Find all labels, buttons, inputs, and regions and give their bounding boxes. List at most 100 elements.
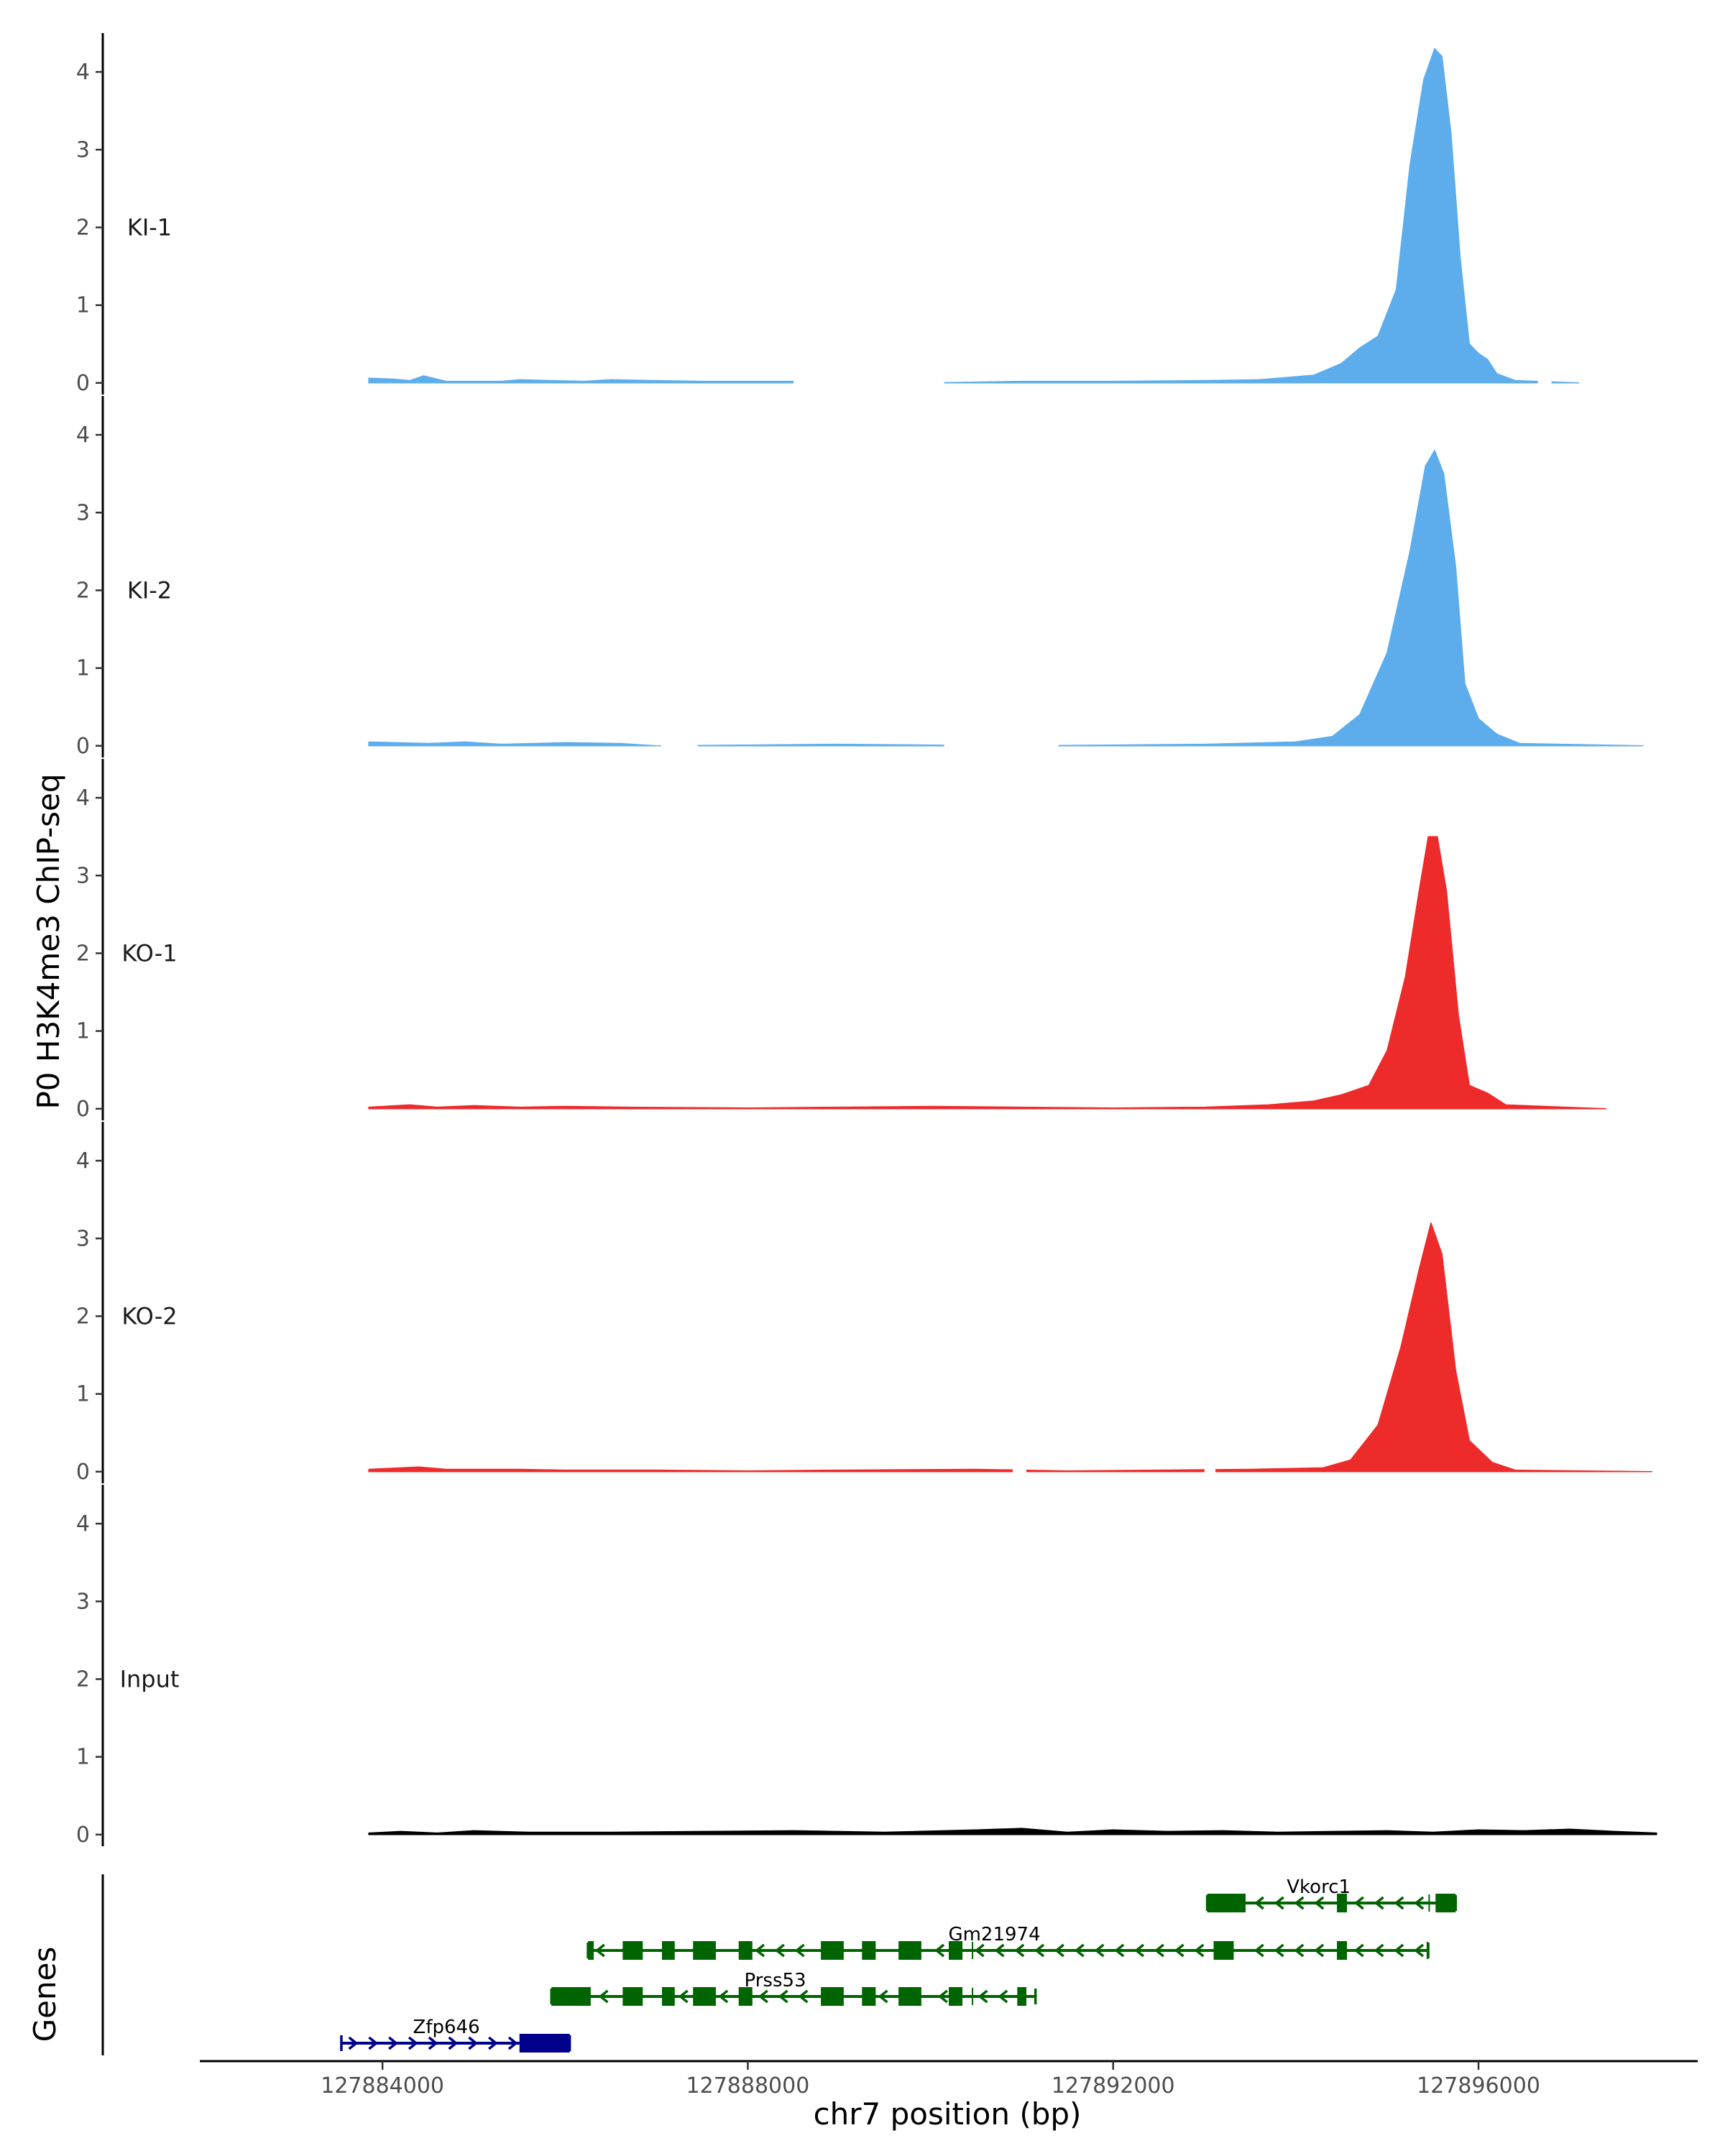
- gene-exon: [1435, 1894, 1456, 1912]
- genes-axis-title: Genes: [27, 1947, 63, 2042]
- y-tick-label: 0: [76, 371, 90, 396]
- y-tick-label: 2: [76, 1304, 90, 1329]
- gene-vkorc1: Vkorc1: [1205, 1876, 1458, 1912]
- strand-chevron: [1274, 1943, 1284, 1958]
- coverage-area: [368, 1828, 1657, 1835]
- strand-chevron: [938, 1989, 948, 2004]
- y-tick-label: 4: [76, 1148, 90, 1174]
- y-tick-label: 0: [76, 1460, 90, 1485]
- y-tick-label: 3: [76, 863, 90, 888]
- gene-exon: [693, 1987, 716, 2006]
- strand-chevron: [368, 2036, 379, 2050]
- y-tick-label: 1: [76, 293, 90, 318]
- strand-chevron: [1314, 1943, 1325, 1958]
- strand-chevron: [468, 2036, 479, 2050]
- gene-exon: [821, 1941, 844, 1960]
- gene-exon: [693, 1941, 716, 1960]
- strand-chevron: [598, 1989, 609, 2004]
- coverage-area: [368, 47, 1580, 384]
- strand-chevron: [794, 1943, 805, 1958]
- strand-chevron: [1134, 1943, 1145, 1958]
- strand-chevron: [878, 1989, 888, 2004]
- strand-chevron: [755, 1943, 765, 1958]
- strand-chevron: [388, 2036, 399, 2050]
- coverage-area: [368, 836, 1607, 1110]
- y-tick-label: 4: [76, 60, 90, 85]
- strand-chevron: [1114, 1943, 1125, 1958]
- gene-exon: [1017, 1987, 1027, 2006]
- gene-exon: [738, 1941, 753, 1960]
- gene-exon: [1337, 1941, 1348, 1960]
- strand-chevron: [994, 1943, 1005, 1958]
- gene-exon: [1207, 1894, 1246, 1912]
- strand-chevron: [998, 1989, 1008, 2004]
- track-label: KI-2: [127, 576, 172, 604]
- strand-chevron: [678, 1989, 689, 2004]
- y-tick-label: 0: [76, 734, 90, 759]
- gene-exon: [551, 1987, 591, 2006]
- gene-exon: [1213, 1941, 1234, 1960]
- gene-exon: [862, 1941, 876, 1960]
- track-ko-1: 0 1 2 3 4 KO-1: [76, 759, 1639, 1122]
- gene-label: Prss53: [745, 1970, 806, 1991]
- gene-exon: [738, 1987, 753, 2006]
- strand-chevron: [1254, 1896, 1264, 1910]
- x-axis-title: chr7 position (bp): [814, 2096, 1082, 2132]
- track-ki-1: 0 1 2 3 4 KI-1: [76, 33, 1580, 396]
- coverage-area: [368, 1222, 1653, 1473]
- signal-gap: [1012, 1450, 1027, 1475]
- x-tick-label: 127896000: [1417, 2073, 1540, 2099]
- strand-chevron: [718, 1989, 729, 2004]
- y-tick-label: 2: [76, 578, 90, 603]
- strand-chevron: [1294, 1896, 1305, 1910]
- track-label: KO-2: [121, 1302, 177, 1330]
- gene-exon: [622, 1941, 643, 1960]
- gene-label: Vkorc1: [1287, 1876, 1351, 1898]
- track-input: 0 1 2 3 4 Input: [76, 1485, 1657, 1848]
- strand-chevron: [798, 1989, 809, 2004]
- gene-exon: [821, 1987, 844, 2006]
- signal-gap: [944, 724, 1059, 749]
- strand-chevron: [488, 2036, 498, 2050]
- strand-chevron: [1174, 1943, 1184, 1958]
- y-tick-label: 3: [76, 500, 90, 525]
- x-axis: 127884000 127888000 127892000 127896000: [200, 2060, 1698, 2099]
- gene-exon: [661, 1987, 675, 2006]
- y-tick-label: 4: [76, 786, 90, 811]
- strand-chevron: [1074, 1943, 1085, 1958]
- y-tick-label: 0: [76, 1823, 90, 1848]
- strand-chevron: [1054, 1943, 1064, 1958]
- strand-chevron: [974, 1943, 985, 1958]
- x-tick-label: 127888000: [686, 2073, 810, 2099]
- strand-chevron: [1394, 1896, 1404, 1910]
- y-tick-label: 0: [76, 1097, 90, 1122]
- gene-prss53: Prss53: [550, 1970, 1037, 2006]
- strand-chevron: [778, 1989, 788, 2004]
- gene-exon: [949, 1941, 963, 1960]
- y-axis-title: P0 H3K4me3 ChIP-seq: [31, 773, 66, 1109]
- strand-chevron: [1353, 1943, 1364, 1958]
- strand-chevron: [507, 2036, 518, 2050]
- strand-chevron: [348, 2036, 359, 2050]
- y-tick-label: 1: [76, 656, 90, 681]
- strand-chevron: [1414, 1896, 1425, 1910]
- y-tick-label: 2: [76, 941, 90, 966]
- strand-chevron: [775, 1943, 785, 1958]
- gene-exon: [622, 1987, 643, 2006]
- track-label: Input: [120, 1665, 180, 1692]
- y-tick-label: 2: [76, 1667, 90, 1692]
- track-ko-2: 0 1 2 3 4 KO-2: [76, 1122, 1653, 1485]
- strand-chevron: [448, 2036, 459, 2050]
- strand-chevron: [1294, 1943, 1305, 1958]
- signal-gap: [1204, 1450, 1216, 1475]
- gene-exon: [949, 1987, 963, 2006]
- gene-exon: [588, 1941, 594, 1960]
- x-tick-label: 127884000: [321, 2073, 444, 2099]
- strand-chevron: [1094, 1943, 1105, 1958]
- y-tick-label: 1: [76, 1382, 90, 1407]
- strand-chevron: [934, 1943, 945, 1958]
- strand-chevron: [1353, 1896, 1364, 1910]
- y-tick-label: 3: [76, 1226, 90, 1251]
- strand-chevron: [1014, 1943, 1025, 1958]
- track-label: KO-1: [121, 939, 177, 967]
